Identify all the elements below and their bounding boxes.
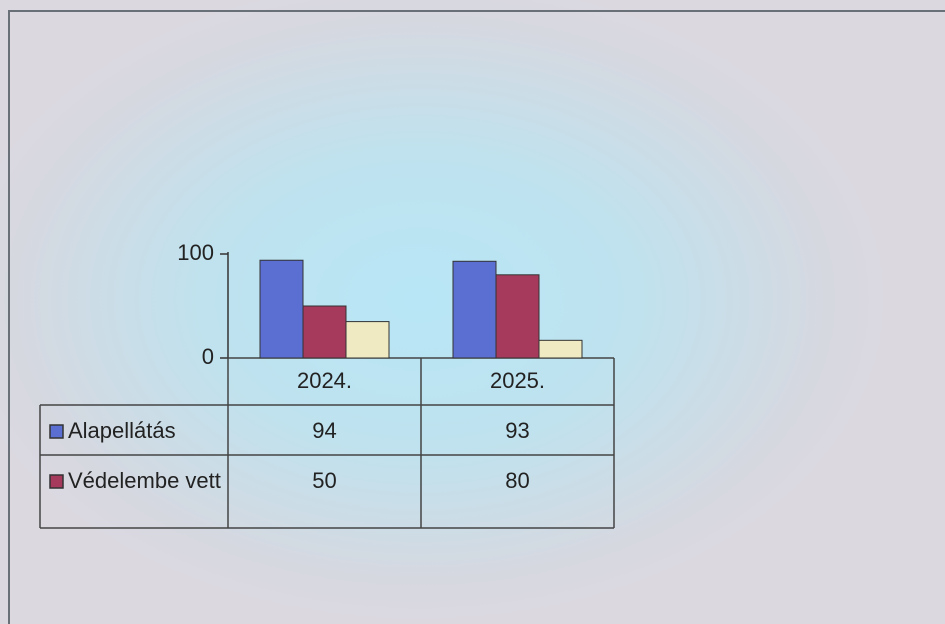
legend-label: Alapellátás <box>68 418 176 443</box>
bar <box>495 274 540 359</box>
legend-label: Védelembe vett <box>68 468 221 493</box>
table-value: 94 <box>312 418 337 443</box>
bar <box>259 259 304 359</box>
bar <box>345 321 390 359</box>
bar <box>452 260 497 359</box>
x-tick-label: 2024. <box>297 368 352 393</box>
bar <box>538 339 583 359</box>
table-value: 50 <box>312 468 337 493</box>
legend-swatch <box>49 474 64 489</box>
table-value: 93 <box>505 418 530 443</box>
frame <box>8 10 945 624</box>
bar <box>302 305 347 359</box>
x-tick-label: 2025. <box>490 368 545 393</box>
table-value: 80 <box>505 468 530 493</box>
y-tick-label: 100 <box>177 240 214 265</box>
legend-swatch <box>49 424 64 439</box>
y-tick-label: 0 <box>202 344 214 369</box>
